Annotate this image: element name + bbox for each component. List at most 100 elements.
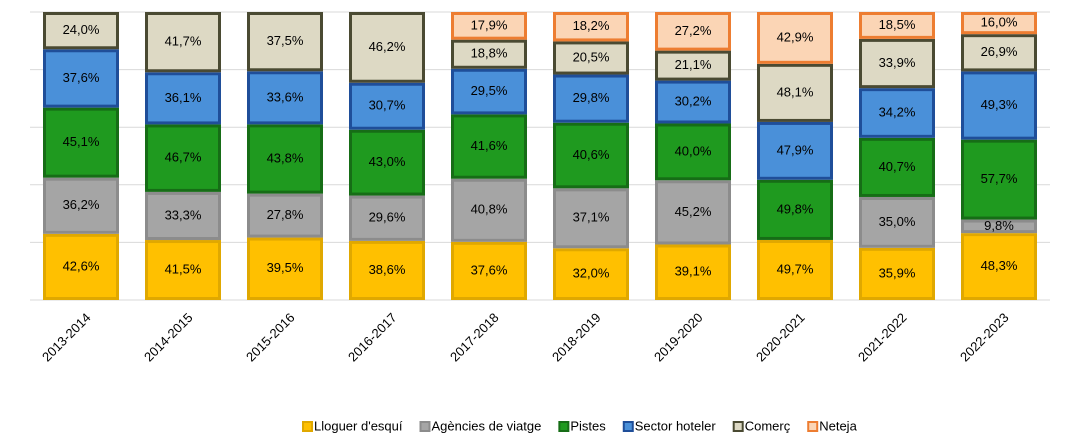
data-label: 41,7% (165, 34, 202, 49)
x-tick-label: 2018-2019 (549, 310, 604, 365)
data-label: 45,2% (675, 204, 712, 219)
data-label: 48,1% (777, 84, 814, 99)
data-label: 27,8% (267, 207, 304, 222)
data-label: 39,5% (267, 260, 304, 275)
bar-segment (145, 72, 221, 125)
bar-segment (961, 12, 1037, 35)
data-label: 47,9% (777, 142, 814, 157)
data-label: 37,1% (573, 210, 610, 225)
data-label: 40,7% (879, 159, 916, 174)
x-tick-label: 2014-2015 (141, 310, 196, 365)
legend-swatch (732, 421, 744, 432)
data-label: 46,2% (369, 39, 406, 54)
data-label: 57,7% (981, 171, 1018, 186)
data-label: 37,5% (267, 33, 304, 48)
bar-segment (553, 188, 629, 249)
bar-segment (859, 38, 935, 89)
data-label: 32,0% (573, 266, 610, 281)
data-label: 40,6% (573, 147, 610, 162)
bar-segment (859, 12, 935, 39)
x-tick-label: 2016-2017 (345, 310, 400, 365)
legend-swatch (807, 421, 819, 432)
bar-segment (451, 114, 527, 179)
data-label: 43,8% (267, 150, 304, 165)
bar-segment (757, 121, 833, 180)
data-label: 39,1% (675, 264, 712, 279)
data-label: 40,0% (675, 143, 712, 158)
bar-segment (859, 88, 935, 138)
data-label: 42,6% (63, 258, 100, 273)
x-tick-label: 2013-2014 (39, 310, 94, 365)
legend-swatch (302, 421, 313, 432)
bar-segment (247, 193, 323, 238)
data-label: 16,0% (981, 15, 1018, 30)
data-label: 49,3% (981, 97, 1018, 112)
data-label: 29,6% (369, 210, 406, 225)
data-label: 36,2% (63, 197, 100, 212)
bar-segment (655, 12, 731, 51)
x-tick-label: 2021-2022 (855, 310, 910, 365)
legend-label: Pistes (570, 418, 606, 433)
data-label: 40,8% (471, 202, 508, 217)
bar-segment (859, 247, 935, 300)
bar-segment (961, 71, 1037, 140)
bar-segment (43, 233, 119, 300)
bar-segment (655, 244, 731, 300)
data-label: 41,5% (165, 261, 202, 276)
bar-segment (43, 177, 119, 234)
data-label: 18,8% (471, 46, 508, 61)
bar-segment (961, 139, 1037, 220)
bar-segment (553, 248, 629, 300)
bar-segment (655, 180, 731, 245)
bar-segment (553, 41, 629, 75)
data-label: 29,5% (471, 83, 508, 98)
data-label: 18,5% (879, 17, 916, 32)
bar-segment (757, 63, 833, 122)
x-tick-label: 2019-2020 (651, 310, 706, 365)
legend-label: Comerç (745, 418, 791, 433)
data-label: 17,9% (471, 17, 508, 32)
data-label: 46,7% (165, 150, 202, 165)
data-label: 37,6% (63, 70, 100, 85)
bar-segment (247, 237, 323, 300)
data-label: 33,9% (879, 55, 916, 70)
data-label: 20,5% (573, 49, 610, 64)
x-tick-label: 2015-2016 (243, 310, 298, 365)
data-label: 24,0% (63, 22, 100, 37)
data-label: 49,7% (777, 261, 814, 276)
data-label: 30,7% (369, 98, 406, 113)
bar-segment (43, 12, 119, 50)
bar-segment (859, 196, 935, 248)
bar-segment (247, 12, 323, 72)
legend-label: Sector hoteler (635, 418, 717, 433)
data-label: 27,2% (675, 23, 712, 38)
bar-segment (553, 12, 629, 42)
bar-segment (451, 241, 527, 301)
bar-segment (43, 107, 119, 178)
data-label: 45,1% (63, 134, 100, 149)
bar-segment (247, 124, 323, 194)
data-label: 21,1% (675, 57, 712, 72)
bar-segment (961, 219, 1037, 234)
data-label: 9,8% (984, 218, 1014, 233)
x-tick-label: 2022-2023 (957, 310, 1012, 365)
data-label: 37,6% (471, 262, 508, 277)
bar-segment (145, 12, 221, 73)
bar-segment (553, 74, 629, 123)
bar-segment (349, 82, 425, 130)
bar-segment (145, 124, 221, 192)
bar-segment (349, 240, 425, 300)
bar-segment (247, 71, 323, 125)
data-label: 30,2% (675, 93, 712, 108)
data-label: 26,9% (981, 44, 1018, 59)
bar-segment (961, 34, 1037, 72)
bar-segment (145, 191, 221, 241)
legend-label: Agències de viatge (432, 418, 542, 433)
x-tick-label: 2017-2018 (447, 310, 502, 365)
bar-segment (553, 122, 629, 189)
bar-segment (757, 179, 833, 240)
data-label: 33,3% (165, 207, 202, 222)
bar-segment (43, 49, 119, 108)
bar-segment (859, 137, 935, 197)
